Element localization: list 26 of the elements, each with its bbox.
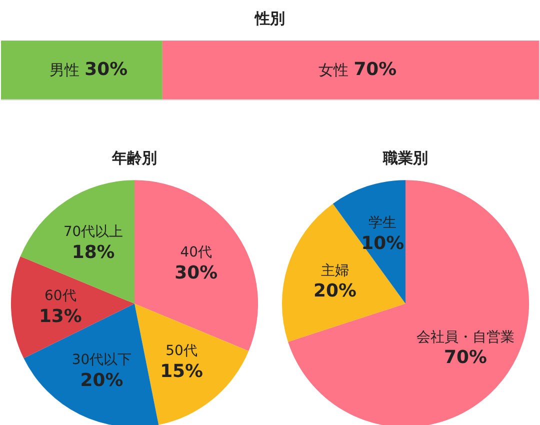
data-label: 20% [80, 370, 124, 392]
series-label: 女性 [318, 61, 349, 80]
data-label: 10% [361, 233, 404, 254]
slice-label: 70代以上 [63, 224, 124, 240]
data-label: 18% [72, 242, 115, 263]
slice-label: 60代 [44, 288, 76, 304]
data-label: 30% [84, 59, 128, 80]
slice-label: 40代 [180, 244, 212, 261]
chart-title: 職業別 [382, 149, 428, 168]
pie-slice [20, 180, 134, 304]
data-label: 15% [160, 360, 204, 382]
chart-title: 性別 [254, 10, 285, 28]
data-label: 70% [354, 59, 397, 80]
data-label: 20% [314, 280, 356, 302]
series-label: 男性 [50, 61, 80, 80]
data-label: 13% [38, 306, 82, 328]
slice-label: 学生 [368, 215, 397, 232]
chart-title: 年齢別 [111, 149, 157, 168]
slice-label: 会社員・自営業 [416, 329, 514, 346]
pie-slice [282, 204, 406, 342]
slice-label: 50代 [166, 342, 198, 359]
data-label: 30% [174, 262, 218, 284]
data-label: 70% [444, 347, 487, 368]
slice-label: 主婦 [321, 262, 349, 279]
slice-label: 30代以下 [72, 352, 132, 368]
pie-slice [134, 304, 249, 425]
